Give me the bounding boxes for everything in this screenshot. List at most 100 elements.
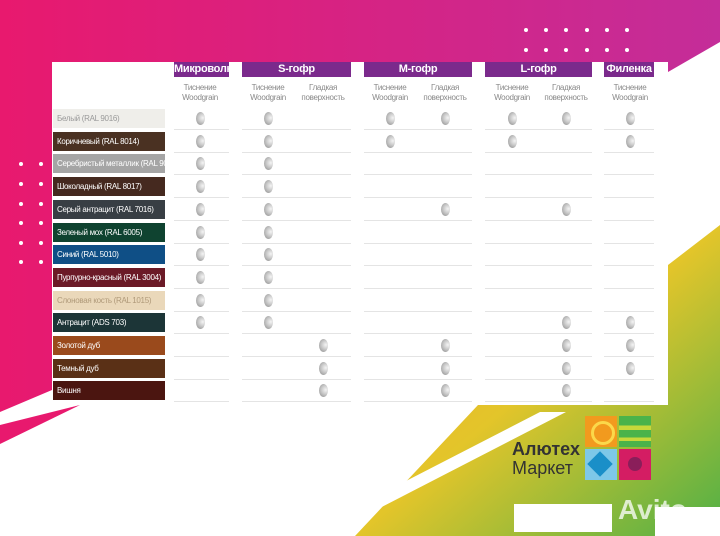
available-dot-icon — [626, 112, 635, 125]
logo-line-2: Маркет — [512, 458, 573, 478]
row-divider — [604, 219, 654, 221]
decor-dot — [39, 202, 43, 206]
decor-dot — [564, 48, 568, 52]
row-divider — [174, 333, 229, 335]
decor-dot — [19, 221, 23, 225]
decor-dot — [19, 162, 23, 166]
available-dot-icon — [386, 134, 395, 148]
color-swatch: Золотой дуб — [53, 336, 165, 355]
row-divider — [242, 287, 351, 289]
available-dot-icon — [264, 293, 273, 307]
row-divider — [174, 378, 229, 380]
color-swatch: Коричневый (RAL 8014) — [53, 131, 165, 151]
row-divider — [604, 378, 654, 380]
available-dot-icon — [441, 112, 450, 125]
available-dot-icon — [562, 316, 571, 330]
group-header: L-гофр — [485, 62, 592, 77]
row-divider — [174, 219, 229, 221]
row-divider — [174, 242, 229, 244]
decor-dot — [39, 162, 43, 166]
row-divider — [174, 151, 229, 153]
column-subheader: Тиснение Woodgrain — [372, 83, 408, 102]
column-subheader: Тиснение Woodgrain — [182, 83, 218, 102]
color-swatch: Зеленый мох (RAL 6005) — [53, 222, 165, 242]
row-divider — [242, 401, 351, 403]
row-divider — [364, 265, 472, 267]
decor-dot — [39, 221, 43, 225]
row-divider — [364, 287, 472, 289]
row-divider — [485, 287, 592, 289]
available-dot-icon — [196, 270, 205, 284]
row-divider — [364, 197, 472, 199]
available-dot-icon — [264, 316, 273, 330]
row-divider — [364, 356, 472, 357]
decor-dot — [544, 48, 548, 52]
row-divider — [174, 265, 229, 267]
row-divider — [604, 265, 654, 267]
available-dot-icon — [196, 248, 205, 262]
row-divider — [485, 378, 592, 380]
available-dot-icon — [319, 361, 328, 375]
column-subheader: Гладкая поверхность — [544, 83, 588, 102]
column-subheader: Гладкая поверхность — [301, 83, 345, 102]
available-dot-icon — [264, 112, 273, 125]
row-divider — [242, 356, 351, 357]
row-divider — [364, 378, 472, 380]
decor-dot — [625, 48, 629, 52]
column-subheader: Гладкая поверхность — [423, 83, 467, 102]
available-dot-icon — [264, 248, 273, 262]
available-dot-icon — [508, 112, 517, 125]
row-divider — [174, 197, 229, 199]
available-dot-icon — [264, 270, 273, 284]
available-dot-icon — [562, 339, 571, 352]
logo-mark — [585, 416, 651, 480]
row-divider — [242, 310, 351, 312]
column-subheader: Тиснение Woodgrain — [250, 83, 286, 102]
row-divider — [242, 197, 351, 199]
row-divider — [485, 401, 592, 403]
row-divider — [604, 129, 654, 130]
color-swatch: Антрацит (ADS 703) — [53, 313, 165, 333]
row-divider — [485, 333, 592, 335]
color-swatch: Серебристый металлик (RAL 9006) — [53, 154, 165, 174]
logo-text: Алютех Маркет — [512, 440, 580, 478]
group-header: S-гофр — [242, 62, 351, 77]
available-dot-icon — [196, 180, 205, 194]
decor-dot — [585, 48, 589, 52]
row-divider — [364, 151, 472, 153]
row-divider — [485, 174, 592, 176]
decor-dot — [19, 202, 23, 206]
decor-dot — [524, 28, 528, 32]
row-divider — [485, 129, 592, 130]
available-dot-icon — [562, 202, 571, 216]
color-swatch: Пурпурно-красный (RAL 3004) — [53, 267, 165, 287]
decor-dot — [605, 48, 609, 52]
available-dot-icon — [196, 134, 205, 148]
row-divider — [364, 310, 472, 312]
decor-dot — [524, 48, 528, 52]
row-divider — [174, 356, 229, 357]
row-divider — [604, 401, 654, 403]
available-dot-icon — [441, 202, 450, 216]
row-divider — [604, 287, 654, 289]
column-subheader: Тиснение Woodgrain — [612, 83, 648, 102]
row-divider — [174, 310, 229, 312]
available-dot-icon — [562, 361, 571, 375]
decor-dot — [39, 260, 43, 264]
decor-dot — [625, 28, 629, 32]
available-dot-icon — [196, 316, 205, 330]
color-swatch: Шоколадный (RAL 8017) — [53, 177, 165, 197]
decor-dot — [19, 260, 23, 264]
row-divider — [242, 151, 351, 153]
row-divider — [242, 174, 351, 176]
available-dot-icon — [196, 202, 205, 216]
group-header: Микроволна — [174, 62, 239, 77]
row-divider — [242, 219, 351, 221]
row-divider — [604, 151, 654, 153]
row-divider — [242, 333, 351, 335]
row-divider — [364, 129, 472, 130]
available-dot-icon — [196, 293, 205, 307]
row-divider — [485, 242, 592, 244]
row-divider — [604, 242, 654, 244]
logo-line-1: Алютех — [512, 439, 580, 459]
